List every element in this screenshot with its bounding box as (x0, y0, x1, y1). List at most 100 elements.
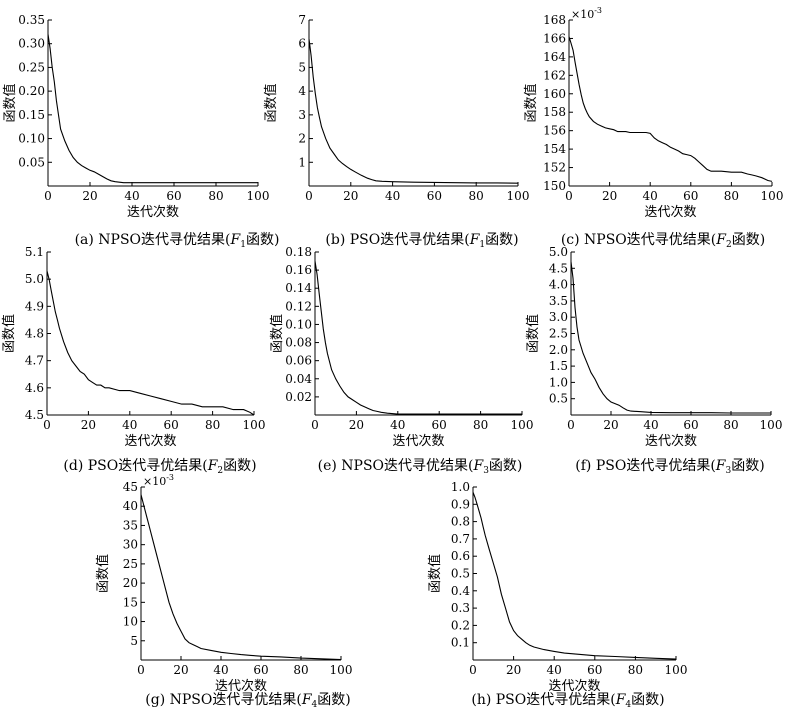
x-tick-label: 80 (628, 663, 643, 677)
chart-caption: (h) PSO迭代寻优结果(F4函数) (471, 692, 664, 710)
series-line (140, 494, 342, 661)
y-tick-label: 1 (298, 155, 306, 169)
x-tick-label: 20 (343, 189, 358, 203)
chart-caption: (c) NPSO迭代寻优结果(F2函数) (561, 232, 765, 250)
x-tick-label: 100 (761, 189, 784, 203)
series-line (568, 36, 773, 182)
x-tick-label: 80 (208, 189, 223, 203)
y-exponent-label: ×10-3 (571, 6, 602, 21)
y-tick-label: 152 (543, 161, 566, 175)
y-tick-label: 0.35 (18, 13, 45, 27)
y-tick-label: 4.6 (25, 381, 44, 395)
x-tick-label: 60 (427, 189, 442, 203)
x-tick-label: 100 (243, 418, 266, 432)
x-tick-label: 0 (567, 418, 575, 432)
series-line (314, 261, 522, 415)
x-tick-label: 0 (469, 663, 477, 677)
y-tick-label: 35 (123, 518, 138, 532)
y-tick-label: 0.18 (285, 245, 312, 259)
x-tick-label: 40 (124, 189, 139, 203)
y-tick-label: 4.7 (25, 354, 44, 368)
x-axis-label: 迭代次数 (392, 433, 444, 449)
x-tick-label: 80 (723, 418, 738, 432)
y-tick-label: 4.5 (25, 408, 44, 422)
x-tick-label: 100 (665, 663, 688, 677)
y-tick-label: 0.15 (18, 108, 45, 122)
x-tick-label: 40 (213, 663, 228, 677)
chart-panel-c: 0 20 40 60 80 100 150 152 154 156 158 160 162 164 166 1… (523, 6, 783, 250)
chart-panel-b: 0 20 40 60 80 100 1 2 3 4 5 6 7 函数值 (b) PSO迭代寻优结果(F1函数… (263, 13, 529, 250)
y-tick-label: 0.4 (451, 584, 470, 598)
y-tick-label: 164 (543, 50, 566, 64)
y-tick-label: 162 (543, 68, 566, 82)
x-tick-label: 20 (173, 663, 188, 677)
x-tick-label: 20 (603, 418, 618, 432)
y-axis-label: 函数值 (95, 554, 111, 593)
series-line (47, 34, 258, 184)
x-tick-label: 0 (305, 189, 313, 203)
y-axis-label: 函数值 (2, 83, 18, 122)
chart-caption: (d) PSO迭代寻优结果(F2函数) (63, 458, 256, 476)
y-tick-label: 154 (543, 142, 566, 156)
y-tick-label: 5.0 (549, 245, 568, 259)
y-tick-label: 0.08 (285, 336, 312, 350)
y-tick-label: 30 (123, 538, 138, 552)
x-tick-label: 0 (43, 418, 51, 432)
x-tick-label: 100 (507, 189, 530, 203)
x-axis-label: 迭代次数 (548, 678, 600, 694)
x-tick-label: 60 (683, 189, 698, 203)
x-tick-label: 20 (602, 189, 617, 203)
y-tick-label: 0.25 (18, 60, 45, 74)
y-tick-label: 0.6 (451, 549, 470, 563)
chart-caption: (g) NPSO迭代寻优结果(F4函数) (145, 692, 350, 710)
series-line (472, 492, 677, 660)
x-axis-label: 迭代次数 (127, 204, 179, 220)
x-tick-label: 0 (44, 189, 52, 203)
x-tick-label: 40 (643, 189, 658, 203)
chart-caption: (a) NPSO迭代寻优结果(F1函数) (75, 232, 280, 250)
y-tick-label: 25 (123, 557, 138, 571)
y-tick-label: 150 (543, 179, 566, 193)
chart-caption: (f) PSO迭代寻优结果(F3函数) (575, 458, 764, 476)
x-tick-label: 40 (122, 418, 137, 432)
y-tick-label: 5.1 (25, 245, 44, 259)
x-tick-label: 100 (330, 663, 353, 677)
series-line (46, 270, 255, 416)
y-tick-label: 0.04 (285, 372, 312, 386)
y-tick-label: 2.0 (549, 343, 568, 357)
y-tick-label: 158 (543, 105, 566, 119)
x-tick-label: 20 (506, 663, 521, 677)
x-tick-label: 40 (643, 418, 658, 432)
y-tick-label: 0.05 (18, 155, 45, 169)
y-tick-label: 0.30 (18, 37, 45, 51)
chart-panel-g: 0 20 40 60 80 100 5 10 15 20 25 30 35 40 45 ×10-3 函数值迭代次… (95, 473, 352, 710)
series-line (308, 38, 519, 184)
y-tick-label: 0.20 (18, 84, 45, 98)
y-tick-label: 166 (543, 31, 566, 45)
y-tick-label: 45 (123, 480, 138, 494)
x-tick-label: 60 (166, 189, 181, 203)
y-tick-label: 0.1 (451, 636, 470, 650)
x-tick-label: 80 (205, 418, 220, 432)
x-tick-label: 40 (385, 189, 400, 203)
y-tick-label: 4.9 (25, 299, 44, 313)
x-tick-label: 40 (390, 418, 405, 432)
x-tick-label: 20 (349, 418, 364, 432)
x-axis-label: 迭代次数 (645, 433, 697, 449)
y-tick-label: 0.06 (285, 354, 312, 368)
y-tick-label: 5 (130, 634, 138, 648)
x-tick-label: 80 (473, 418, 488, 432)
y-tick-label: 40 (123, 499, 138, 513)
x-tick-label: 60 (432, 418, 447, 432)
y-tick-label: 20 (123, 576, 138, 590)
y-tick-label: 4.5 (549, 261, 568, 275)
y-tick-label: 0.5 (451, 567, 470, 581)
y-tick-label: 0.14 (285, 281, 312, 295)
x-tick-label: 0 (137, 663, 145, 677)
y-axis-label: 函数值 (427, 554, 443, 593)
x-tick-label: 0 (565, 189, 573, 203)
chart-panel-a: 0 20 40 60 80 100 0.05 0.10 0.15 0.20 0.25 0.30 0.35… (2, 13, 279, 250)
y-tick-label: 4.0 (549, 278, 568, 292)
x-tick-label: 20 (82, 189, 97, 203)
